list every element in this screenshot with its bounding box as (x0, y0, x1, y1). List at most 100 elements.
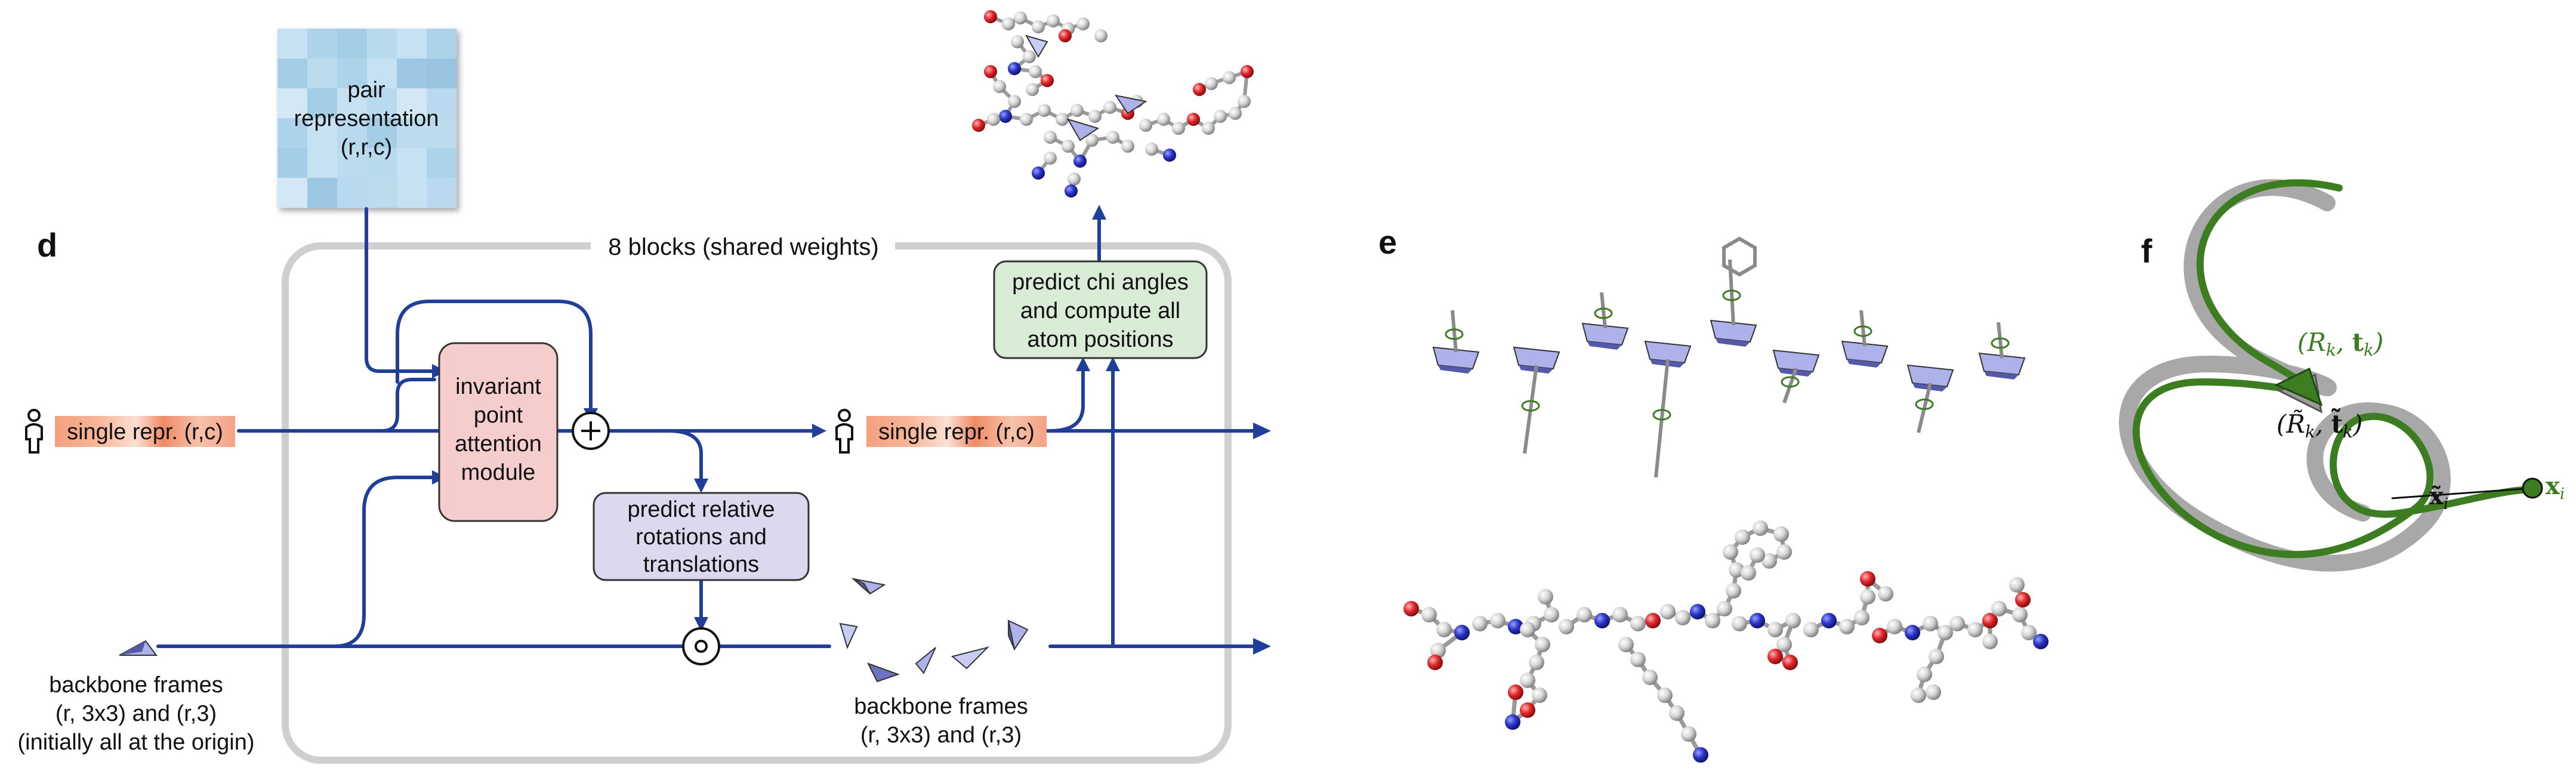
carbon-atom (1732, 616, 1747, 631)
carbon-atom (1020, 113, 1033, 126)
predict-chi-box: predict chi angles and compute all atom … (993, 260, 1208, 359)
carbon-atom (1490, 613, 1506, 628)
sidechain-bond (1997, 322, 2004, 359)
pair-tile (277, 29, 308, 59)
nitrogen-atom (1693, 747, 1708, 763)
carbon-atom (1032, 20, 1045, 33)
predict-chi-line3: atom positions (1027, 327, 1173, 352)
nitrogen-atom (1163, 149, 1176, 162)
oxygen-atom (1241, 65, 1254, 78)
carbon-atom (1559, 619, 1574, 634)
oxygen-atom (972, 119, 985, 132)
carbon-atom (1717, 601, 1732, 616)
oxygen-atom (1782, 655, 1798, 670)
carbon-atom (1705, 613, 1720, 628)
pair-tile (337, 118, 368, 149)
pair-tile (427, 118, 457, 149)
carbon-atom (1076, 17, 1090, 30)
carbon-atom (1544, 607, 1559, 622)
nitrogen-atom (1073, 155, 1087, 168)
predicted-atom-label: x̃i (2429, 482, 2448, 513)
carbon-atom (1839, 619, 1855, 634)
sidechain-bond (1451, 310, 1458, 353)
pair-to-ipa-line (365, 207, 436, 373)
carbon-atom (1068, 172, 1081, 186)
carbon-atom (1991, 601, 2007, 616)
carbon-atom (1767, 622, 1783, 637)
arrowhead-single-chi (1076, 357, 1090, 371)
carbon-atom (1776, 637, 1792, 652)
oxygen-atom (1508, 684, 1523, 700)
carbon-atom (1761, 553, 1777, 569)
carbon-atom (1630, 652, 1646, 667)
carbon-atom (1729, 562, 1744, 578)
carbon-atom (1938, 625, 1953, 640)
pair-label-line3: (r,r,c) (341, 135, 393, 160)
ipa-line2: point (474, 403, 523, 428)
predicted-atoms-structure (972, 10, 1254, 198)
ipa-line3: attention (455, 431, 542, 457)
pair-tile (367, 58, 397, 89)
oxygen-atom (1403, 601, 1419, 616)
carbon-atom (1202, 122, 1215, 135)
pair-representation (277, 29, 457, 208)
torsion-ring (1781, 376, 1800, 388)
sidechain-frame-shade (1847, 359, 1881, 368)
carbon-atom (2021, 625, 2037, 640)
carbon-atom (1520, 622, 1535, 637)
pair-tile (427, 178, 457, 208)
frames-in-line1: backbone frames (49, 673, 223, 698)
carbon-atom (1421, 607, 1437, 622)
carbon-atom (1023, 50, 1036, 63)
pair-tile (397, 118, 427, 149)
sidechain-bond (1782, 368, 1798, 403)
panel-e: e (1378, 223, 2049, 763)
pair-tile (337, 148, 368, 178)
nitrogen-atom (1594, 613, 1610, 628)
predicted-backbone-curve (2132, 179, 2538, 559)
sidechain-frame-shade (1438, 365, 1473, 374)
torsion-ring (1853, 325, 1872, 337)
carbon-atom (1121, 140, 1134, 153)
carbon-atom (1887, 619, 1902, 634)
true-frame-triangle (2274, 367, 2323, 406)
person-icon (835, 409, 853, 454)
frames-to-ipa-branch (332, 476, 436, 648)
nitrogen-atom (1065, 184, 1078, 198)
carbon-atom (1577, 607, 1592, 622)
frames-in-line2: (r, 3x3) and (r,3) (55, 701, 217, 726)
person-icon (25, 409, 43, 454)
carbon-atom (1949, 616, 1965, 631)
carbon-atom (1967, 622, 1983, 637)
pair-label-line1: pair (347, 78, 385, 103)
oxygen-atom (1187, 113, 1200, 126)
residual-skip-line (396, 300, 593, 414)
pair-tile (367, 29, 397, 59)
carbon-atom (1776, 544, 1792, 560)
torsion-ring (1991, 337, 2010, 349)
panel-letter-f: f (2141, 232, 2152, 270)
carbon-atom (1630, 616, 1646, 631)
nitrogen-atom (2033, 634, 2049, 649)
pair-tile (397, 178, 427, 208)
carbon-atom (1029, 65, 1042, 78)
carbon-atom (1223, 71, 1236, 84)
carbon-atom (1044, 152, 1057, 165)
carbon-atom (1923, 616, 1938, 631)
carbon-atom (1618, 637, 1634, 652)
nitrogen-atom (1454, 625, 1470, 640)
carbon-atom (1520, 673, 1535, 688)
carbon-atom (987, 113, 1000, 126)
carbon-atom (1917, 667, 1932, 682)
carbon-atom (1681, 726, 1696, 742)
pair-tile (337, 29, 368, 59)
torsion-ring (1445, 328, 1464, 340)
frame-triangle (1114, 94, 1147, 115)
frames-in-line3: (initially all at the origin) (17, 730, 254, 755)
carbon-atom (1660, 604, 1676, 619)
pair-tile (427, 29, 457, 59)
oxygen-atom (1860, 571, 1875, 587)
carbon-atom (1214, 110, 1227, 123)
panel-f: f (Rk, tk) (R̃k, t̃k) xi x̃i (2119, 179, 2565, 572)
nitrogen-atom (999, 110, 1012, 123)
